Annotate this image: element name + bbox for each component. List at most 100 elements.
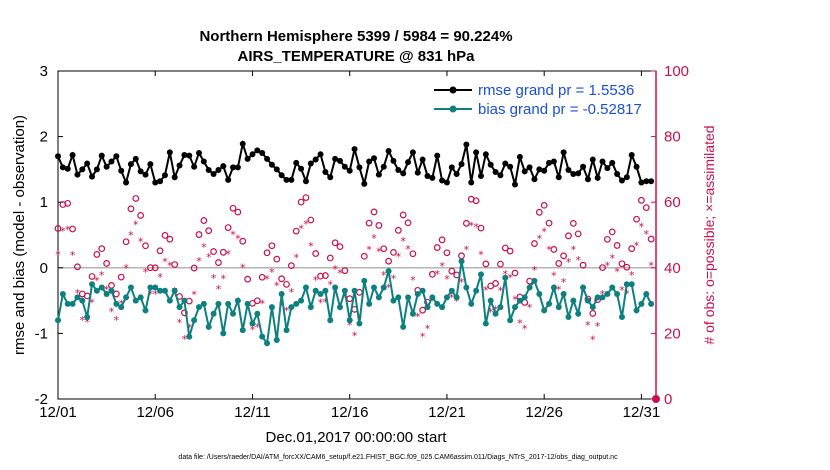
bias-marker [580,284,587,291]
bias-marker [453,294,460,301]
bias-marker [108,287,115,294]
obs-possible-marker [54,225,62,232]
rmse-marker [69,151,76,158]
obs-assimilated-marker: * [400,235,406,248]
bias-marker [157,287,164,294]
bias-marker [74,294,81,301]
obs-assimilated-marker: * [308,240,314,253]
x-tick-label: 12/01 [39,404,77,421]
obs-possible-marker [448,267,456,275]
obs-possible-marker [239,237,247,245]
bias-marker [84,314,91,320]
obs-possible-marker [365,219,373,227]
y2-tick-label: 0 [664,391,672,408]
obs-possible-marker [108,282,115,289]
obs-assimilated-marker: * [571,244,577,257]
obs-possible-marker [438,236,446,244]
bias-marker [531,277,538,284]
rmse-marker [317,151,324,158]
obs-possible-marker [297,198,305,206]
bias-marker [497,304,504,311]
obs-possible-marker [117,273,125,281]
rmse-marker [555,174,562,181]
bias-marker [356,320,363,327]
obs-assimilated-marker: * [152,288,158,301]
rmse-marker [283,176,290,183]
obs-possible-marker [127,205,135,213]
obs-possible-marker [375,222,383,229]
obs-possible-marker [317,272,324,280]
bias-marker [570,297,577,304]
rmse-marker [118,167,125,174]
obs-assimilated-marker: * [109,306,115,319]
obs-assimilated-marker: * [488,306,494,319]
obs-assimilated-marker: * [255,321,261,334]
rmse-marker [400,170,407,177]
obs-assimilated-marker: * [94,275,100,288]
rmse-marker [497,172,504,179]
obs-assimilated-marker: * [512,293,518,306]
bias-marker [614,291,621,298]
bias-marker [210,310,217,317]
bias-marker [443,294,450,301]
bias-marker [366,300,373,307]
legend-rmse-marker [449,86,457,94]
obs-assimilated-marker: * [527,301,533,314]
obs-assimilated-marker: * [371,232,377,245]
bias-marker [633,307,640,314]
obs-assimilated-marker: * [114,314,120,327]
rmse-marker [234,164,241,171]
x-tick-label: 12/16 [331,404,369,421]
bias-marker [575,310,582,317]
obs-assimilated-marker: * [556,284,562,297]
obs-assimilated-marker: * [609,252,615,265]
bias-marker [147,284,154,291]
bias-marker [351,287,358,294]
obs-assimilated-marker: * [648,259,654,272]
obs-assimilated-marker: * [483,284,489,297]
rmse-marker [123,179,130,186]
obs-assimilated-marker: * [444,273,450,286]
rmse-marker [502,160,509,167]
rmse-marker [604,165,611,172]
obs-possible-marker [122,238,130,246]
bias-marker [259,333,266,340]
obs-assimilated-marker: * [644,228,650,241]
obs-assimilated-marker: * [517,317,523,330]
obs-assimilated-marker: * [493,304,499,317]
y2-tick-label: 80 [664,129,681,146]
obs-possible-marker [360,252,368,260]
obs-possible-marker [579,261,587,269]
rmse-marker [409,149,416,156]
rmse-marker [191,163,198,170]
bias-marker [526,284,533,291]
bias-marker [380,284,387,291]
obs-assimilated-marker: * [366,243,372,256]
bias-marker [127,284,134,291]
obs-assimilated-marker: * [259,297,265,310]
obs-assimilated-marker: * [211,272,217,285]
obs-possible-marker [215,259,222,266]
obs-assimilated-marker: * [318,296,324,309]
bias-marker [123,294,130,301]
obs-possible-marker [331,239,339,247]
rmse-marker [288,176,295,183]
obs-possible-marker [380,245,388,253]
bias-marker [521,294,528,301]
obs-assimilated-marker: * [454,295,460,308]
obs-possible-marker [603,235,611,243]
bias-marker [609,284,616,291]
x-tick-label: 12/06 [136,404,174,421]
obs-possible-marker [506,247,514,255]
rmse-marker [332,155,339,162]
obs-possible-marker [535,208,543,216]
bias-marker [409,310,416,317]
rmse-marker [341,163,348,170]
rmse-marker [507,163,514,170]
bias-marker [273,336,280,343]
obs-zero-marker [652,395,660,403]
obs-assimilated-marker: * [425,322,431,335]
rmse-marker [278,172,285,179]
rmse-marker [492,169,499,176]
obs-assimilated-marker: * [537,233,543,246]
